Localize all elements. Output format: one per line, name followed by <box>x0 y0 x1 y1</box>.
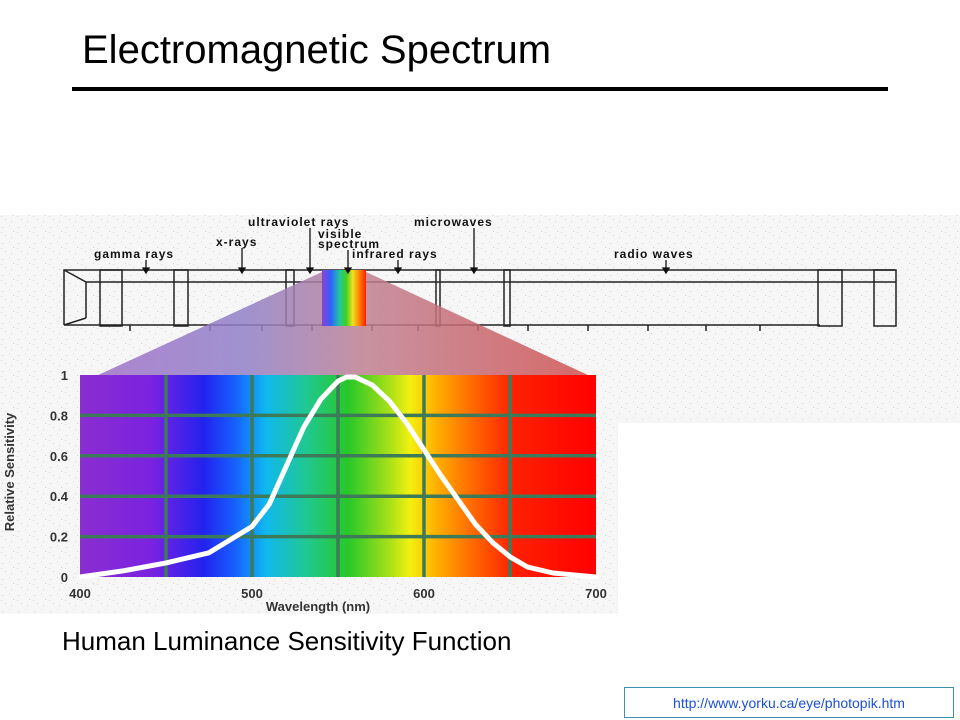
label-radio-waves: radio waves <box>614 247 694 261</box>
label-infrared: infrared rays <box>352 247 438 261</box>
y-axis-ticks: 0 0.2 0.4 0.6 0.8 1 <box>50 368 69 585</box>
figure-caption: Human Luminance Sensitivity Function <box>62 626 512 656</box>
y-tick-label: 0.8 <box>50 408 68 423</box>
y-tick-label: 0.6 <box>50 449 68 464</box>
visible-spectrum-slice <box>322 270 366 326</box>
sensitivity-curve <box>77 374 599 580</box>
x-tick-label: 600 <box>413 586 435 601</box>
chart-grid <box>80 375 596 577</box>
y-axis-title: Relative Sensitivity <box>2 412 17 531</box>
label-gamma-rays: gamma rays <box>94 247 174 261</box>
x-tick-label: 400 <box>69 586 91 601</box>
label-x-rays: x-rays <box>216 235 257 249</box>
x-axis-title: Wavelength (nm) <box>266 599 370 614</box>
x-axis-ticks: 400 500 600 700 <box>69 586 607 601</box>
label-spectrum: spectrum <box>318 237 380 251</box>
y-tick-label: 0.4 <box>50 489 69 504</box>
x-tick-label: 500 <box>241 586 263 601</box>
y-tick-label: 0.2 <box>50 530 68 545</box>
title-underline <box>72 87 888 91</box>
y-tick-label: 0 <box>61 570 68 585</box>
band-arrows <box>141 228 671 275</box>
label-microwaves: microwaves <box>414 215 493 229</box>
y-tick-label: 1 <box>61 368 68 383</box>
label-visible: visible <box>318 227 362 241</box>
x-tick-label: 700 <box>585 586 607 601</box>
label-ultraviolet: ultraviolet rays <box>248 215 349 229</box>
slide-title: Electromagnetic Spectrum <box>82 28 552 72</box>
em-spectrum-tube <box>63 269 897 327</box>
source-link[interactable]: http://www.yorku.ca/eye/photopik.htm <box>624 687 954 718</box>
